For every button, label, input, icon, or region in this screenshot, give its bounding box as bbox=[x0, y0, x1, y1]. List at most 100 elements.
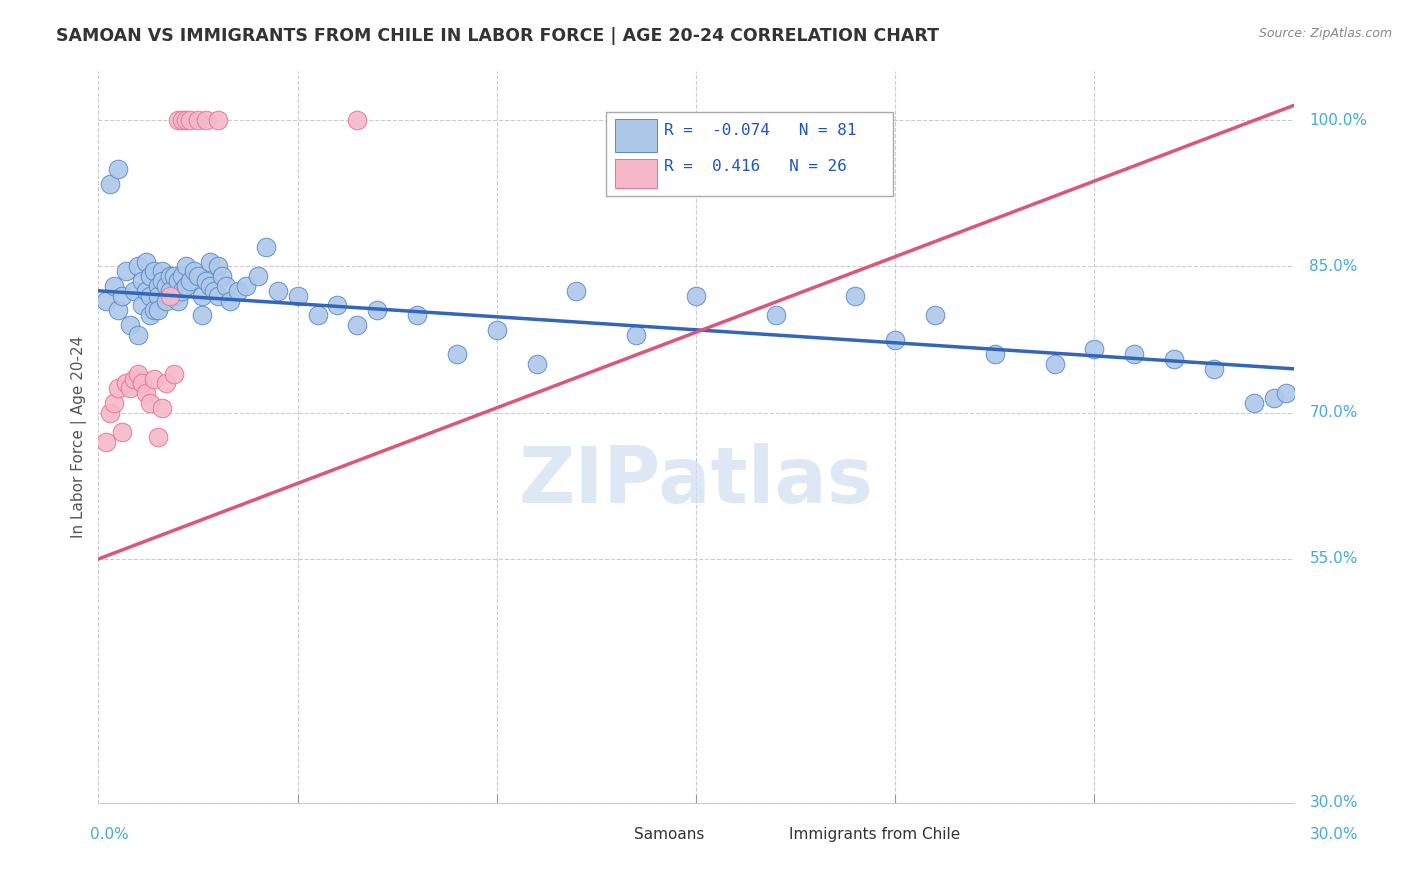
Point bbox=[148, 279, 170, 293]
Point bbox=[187, 113, 209, 128]
Point bbox=[127, 327, 149, 342]
Point bbox=[366, 303, 388, 318]
Point bbox=[924, 308, 946, 322]
Point bbox=[150, 264, 173, 278]
Point bbox=[107, 303, 129, 318]
Point bbox=[163, 288, 186, 302]
Point bbox=[143, 303, 166, 318]
Point bbox=[191, 288, 214, 302]
Point bbox=[107, 381, 129, 395]
Point bbox=[211, 269, 233, 284]
Point bbox=[207, 113, 229, 128]
Point bbox=[219, 293, 242, 308]
Point bbox=[1202, 361, 1225, 376]
Text: Source: ZipAtlas.com: Source: ZipAtlas.com bbox=[1258, 27, 1392, 40]
Text: 100.0%: 100.0% bbox=[1309, 112, 1368, 128]
Point bbox=[143, 264, 166, 278]
Point bbox=[307, 308, 329, 322]
Point bbox=[765, 308, 787, 322]
FancyBboxPatch shape bbox=[756, 825, 782, 843]
Point bbox=[115, 264, 138, 278]
Point bbox=[179, 113, 201, 128]
Text: 70.0%: 70.0% bbox=[1309, 405, 1358, 420]
Point bbox=[167, 293, 190, 308]
Point bbox=[103, 279, 125, 293]
Point bbox=[346, 318, 368, 332]
Text: 30.0%: 30.0% bbox=[1309, 827, 1358, 842]
Point bbox=[103, 396, 125, 410]
Point bbox=[485, 323, 508, 337]
Point bbox=[685, 288, 707, 302]
Point bbox=[267, 284, 290, 298]
Point bbox=[155, 376, 177, 391]
FancyBboxPatch shape bbox=[614, 119, 657, 152]
Point bbox=[159, 269, 181, 284]
Point bbox=[226, 284, 249, 298]
Point bbox=[207, 288, 229, 302]
Point bbox=[150, 274, 173, 288]
Point bbox=[195, 113, 218, 128]
Point bbox=[139, 288, 162, 302]
Point bbox=[96, 434, 118, 449]
Point bbox=[159, 284, 181, 298]
Point bbox=[1243, 396, 1265, 410]
Point bbox=[198, 254, 221, 268]
Point bbox=[98, 177, 122, 191]
Point bbox=[174, 113, 197, 128]
Point bbox=[406, 308, 429, 322]
Point bbox=[172, 284, 194, 298]
Text: 85.0%: 85.0% bbox=[1309, 259, 1358, 274]
Point bbox=[127, 367, 149, 381]
Point bbox=[124, 284, 146, 298]
Point bbox=[183, 264, 205, 278]
Point bbox=[1274, 386, 1296, 401]
Point bbox=[1123, 347, 1146, 361]
Point bbox=[202, 284, 225, 298]
Point bbox=[139, 396, 162, 410]
Point bbox=[198, 279, 221, 293]
Text: 55.0%: 55.0% bbox=[1309, 551, 1358, 566]
Text: 30.0%: 30.0% bbox=[1309, 796, 1358, 810]
Point bbox=[172, 113, 194, 128]
Point bbox=[163, 269, 186, 284]
Point bbox=[131, 274, 153, 288]
Point bbox=[96, 293, 118, 308]
Point bbox=[287, 288, 309, 302]
Point bbox=[235, 279, 257, 293]
FancyBboxPatch shape bbox=[600, 825, 627, 843]
Point bbox=[174, 260, 197, 274]
Point bbox=[191, 308, 214, 322]
Point bbox=[172, 269, 194, 284]
Point bbox=[195, 274, 218, 288]
Point bbox=[135, 284, 157, 298]
Point bbox=[167, 274, 190, 288]
Point bbox=[446, 347, 468, 361]
Point bbox=[131, 376, 153, 391]
Point bbox=[127, 260, 149, 274]
Point bbox=[565, 284, 588, 298]
Point bbox=[135, 386, 157, 401]
Point bbox=[111, 425, 134, 440]
Point bbox=[120, 318, 142, 332]
Point bbox=[148, 303, 170, 318]
Point bbox=[111, 288, 134, 302]
Point bbox=[131, 298, 153, 312]
Point bbox=[155, 293, 177, 308]
Point bbox=[115, 376, 138, 391]
Point bbox=[526, 357, 548, 371]
Text: SAMOAN VS IMMIGRANTS FROM CHILE IN LABOR FORCE | AGE 20-24 CORRELATION CHART: SAMOAN VS IMMIGRANTS FROM CHILE IN LABOR… bbox=[56, 27, 939, 45]
Point bbox=[107, 161, 129, 176]
FancyBboxPatch shape bbox=[614, 159, 657, 188]
Point bbox=[1263, 391, 1285, 405]
Point bbox=[215, 279, 238, 293]
Point bbox=[187, 269, 209, 284]
Point bbox=[626, 327, 648, 342]
Point bbox=[254, 240, 277, 254]
Point bbox=[326, 298, 349, 312]
Point bbox=[148, 430, 170, 444]
Text: R =  -0.074   N = 81: R = -0.074 N = 81 bbox=[664, 122, 856, 137]
FancyBboxPatch shape bbox=[606, 112, 893, 195]
Text: R =  0.416   N = 26: R = 0.416 N = 26 bbox=[664, 159, 846, 174]
Point bbox=[246, 269, 269, 284]
Point bbox=[150, 401, 173, 415]
